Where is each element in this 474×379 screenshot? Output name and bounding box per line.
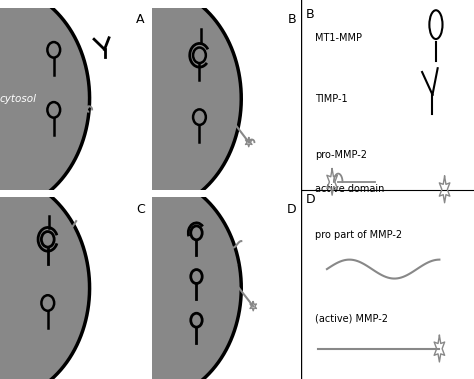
Text: MT1-MMP: MT1-MMP [315,33,362,43]
Text: D: D [287,202,297,216]
Text: B: B [288,13,297,26]
Text: B: B [306,8,315,20]
Text: cytosol: cytosol [0,94,36,103]
Text: pro part of MMP-2: pro part of MMP-2 [315,230,402,240]
Text: C: C [136,202,145,216]
Text: A: A [137,13,145,26]
Polygon shape [0,175,90,379]
Text: (active) MMP-2: (active) MMP-2 [315,313,388,323]
Text: TIMP-1: TIMP-1 [315,94,347,103]
Text: D: D [306,193,316,206]
Text: active domain: active domain [315,185,384,194]
Polygon shape [149,175,241,379]
Polygon shape [149,0,241,211]
Polygon shape [0,0,90,211]
Text: pro-MMP-2: pro-MMP-2 [315,150,367,160]
